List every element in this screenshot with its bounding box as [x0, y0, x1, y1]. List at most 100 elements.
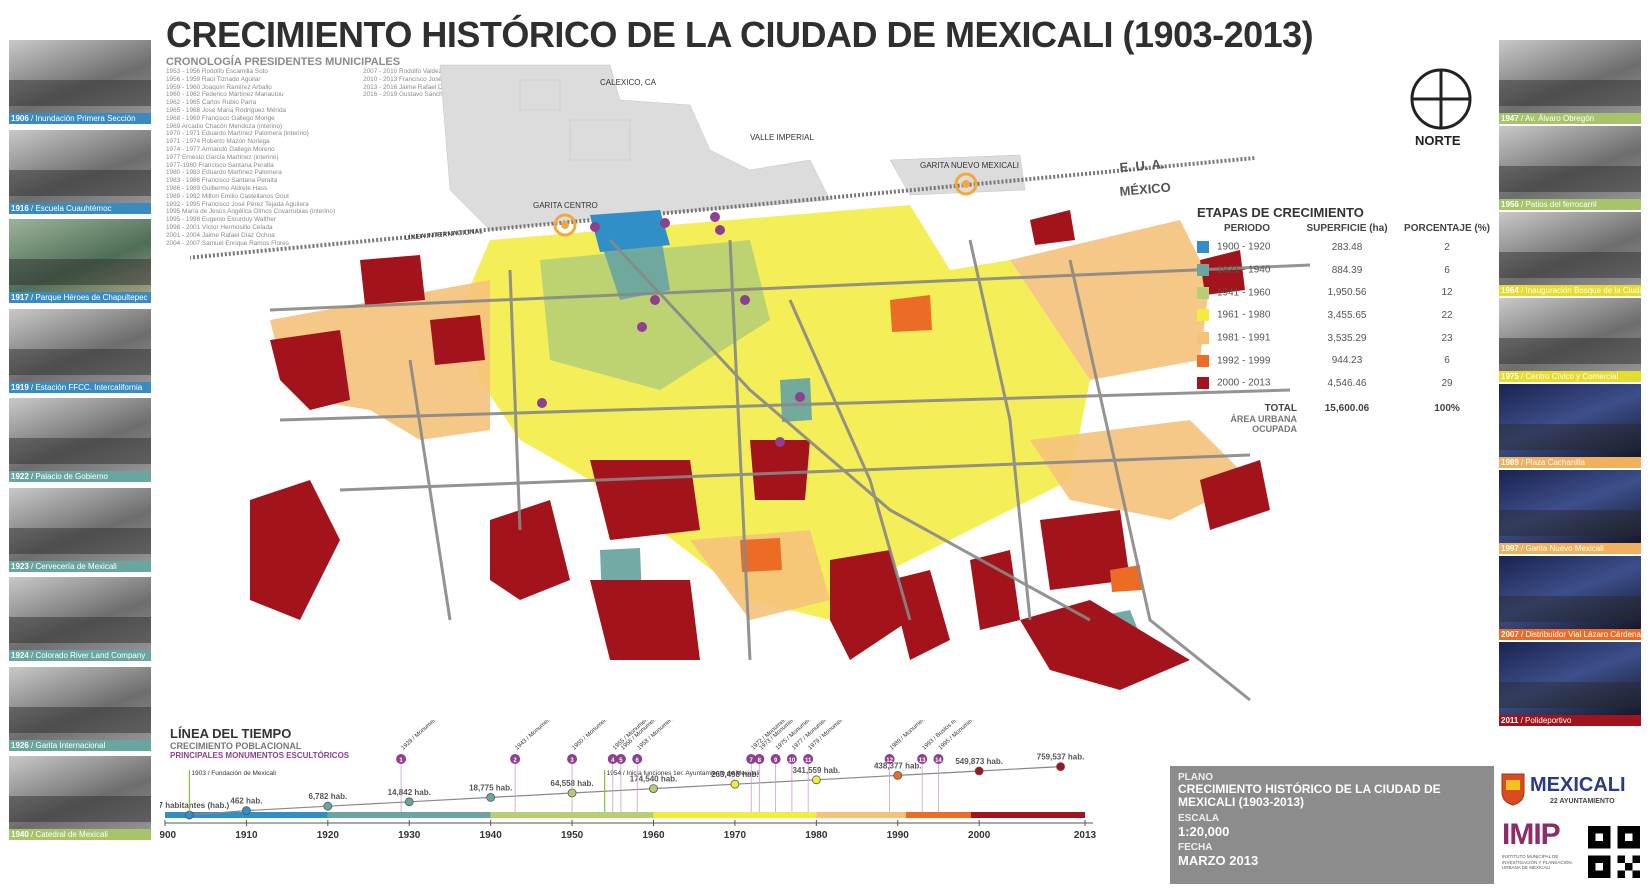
photo-year: 1940 [11, 830, 29, 839]
event-label: 1954 / Inicia funciones 1er. Ayuntamient… [607, 770, 760, 777]
legend-total-sub: ÁREA URBANA OCUPADA [1230, 413, 1297, 434]
timeline-period-bar [490, 812, 654, 818]
legend-period: 1992 - 1999 [1217, 355, 1271, 367]
presidents-list-2: 2007 - 2010 Rodolfo Valdez Gutiérrez 2010… [363, 68, 502, 247]
president-entry: 1962 - 1965 Carlos Rubio Parra [166, 99, 257, 107]
photo-scene [9, 169, 151, 196]
plano-value: CRECIMIENTO HISTÓRICO DE LA CIUDAD DE ME… [1178, 782, 1441, 809]
photo-caption: 1964 / Inauguración Bosque de la Ciudad [1499, 285, 1641, 296]
photo-caption-text: Inundación Primera Sección [35, 114, 136, 123]
timeline-title: LÍNEA DEL TIEMPO [170, 726, 292, 741]
legend-area: 4,546.46 [1327, 377, 1367, 389]
date-key: FECHA [1178, 842, 1213, 853]
photo-caption: 1926 / Garita Internacional [9, 739, 151, 751]
president-entry: 1977-1980 Francisco Santana Peralta [166, 161, 274, 169]
population-label: 14,842 hab. [388, 788, 431, 797]
population-point [486, 793, 496, 802]
photo-year: 1924 [11, 651, 29, 660]
president-entry: 1971 - 1974 Roberto Mazón Noriega [166, 138, 270, 146]
president-entry: 2013 - 2016 Jaime Rafael Díaz Ochoa [363, 83, 472, 91]
population-point [893, 771, 903, 780]
photo-caption: 1997 / Garita Nuevo Mexicali [1499, 543, 1641, 554]
legend-swatch [1197, 264, 1209, 277]
event-label: 1903 / Fundación de Mexicali [191, 770, 276, 777]
international-border [190, 156, 1256, 260]
monument-number: 2 [513, 758, 517, 764]
legend-pct: 2 [1444, 241, 1450, 253]
photo-year: 1916 [11, 203, 29, 213]
photo-scene [9, 438, 151, 464]
photo-scene [9, 796, 151, 822]
photo-scene [1499, 510, 1641, 536]
photo-scene [9, 617, 151, 643]
population-point [730, 779, 740, 789]
qr-code-icon [1588, 826, 1640, 878]
historic-photo: 2011 / Polideportivo [1499, 642, 1641, 726]
north-arrow-icon [1410, 68, 1472, 130]
photo-caption: 1989 / Plaza Cachanilla [1499, 457, 1641, 468]
monument-marker-icon [510, 754, 521, 764]
legend-swatch [1197, 354, 1209, 367]
population-label: 263,498 hab. [711, 770, 759, 779]
legend-row: 1921 - 1940 884.39 6 [1197, 259, 1497, 282]
monument-number: 6 [636, 758, 640, 764]
garita-centro-label: GARITA CENTRO [533, 201, 598, 210]
photo-year: 1956 [1501, 200, 1519, 209]
photo-year: 1964 [1501, 286, 1519, 295]
president-entry: 1998 - 2001 Víctor Hermosillo Celada [166, 223, 273, 231]
photo-caption: 1906 / Inundación Primera Sección [9, 113, 151, 124]
photo-year: 1917 [11, 293, 29, 302]
population-label: 462 hab. [230, 797, 262, 806]
monument-number: 12 [886, 758, 893, 764]
photo-caption-text: Parque Héroes de Chapultepec [35, 293, 148, 302]
president-entry: 1953 - 1956 Rodolfo Escamilla Soto [166, 68, 268, 75]
presidents-list-1: 1953 - 1956 Rodolfo Escamilla Soto 1956 -… [166, 68, 335, 247]
population-label: 759,537 hab. [1037, 753, 1085, 762]
photo-caption-text: Cervecería de Mexicali [35, 561, 117, 571]
timeline-subtitle-2: PRINCIPALES MONUMENTOS ESCULTÓRICOS [170, 751, 350, 760]
president-entry: 2004 - 2007 Samuel Enrique Ramos Flores [166, 239, 289, 247]
timeline-year-label: 1920 [317, 830, 340, 841]
linea-label: LÍNEA INTERNACIONAL [404, 226, 483, 242]
population-label: 438,377 hab. [874, 761, 922, 770]
mexico-label: MÉXICO [1119, 180, 1171, 199]
monument-marker-icon [770, 754, 781, 764]
historic-photo: 1923 / Cervecería de Mexicali [9, 487, 151, 572]
photo-scene [9, 259, 151, 285]
president-entry: 2007 - 2010 Rodolfo Valdez Gutiérrez [363, 68, 470, 75]
photo-caption-text: Distribuidor Vial Lázaro Cárdenas [1525, 630, 1641, 639]
monument-number: 8 [758, 758, 762, 764]
monument-number: 7 [750, 758, 754, 764]
legend-total-pct: 100% [1434, 402, 1460, 414]
legend-area: 3,535.29 [1327, 332, 1367, 344]
photo-caption-text: Plaza Cachanilla [1525, 458, 1586, 467]
left-photo-column: 1906 / Inundación Primera Sección 1916 / … [9, 40, 151, 840]
population-point [323, 801, 333, 811]
legend-swatch [1197, 309, 1209, 322]
legend-header-pct: PORCENTAJE (%) [1404, 222, 1490, 234]
photo-caption-text: Polideportivo [1525, 716, 1572, 725]
eua-label: E. U. A. [1119, 156, 1165, 175]
legend-header-period: PERIODO [1223, 222, 1271, 234]
president-entry: 1986 - 1989 Guillermo Aldrete Hass [166, 184, 268, 192]
president-entry: 1968 - 1969 Francisco Gallego Monge [166, 114, 275, 122]
legend-area: 944.23 [1331, 355, 1363, 367]
population-point [1056, 762, 1065, 771]
legend-title: ETAPAS DE CRECIMIENTO [1197, 205, 1364, 220]
timeline-year-label: 1930 [398, 830, 421, 841]
timeline-year-label: 2013 [1074, 830, 1097, 841]
timeline-period-bar [165, 812, 328, 818]
presidents-heading: CRONOLOGÍA PRESIDENTES MUNICIPALES [166, 56, 401, 68]
historic-photo: 1919 / Estación FFCC. Intercalifornia [9, 308, 151, 393]
legend-swatch [1197, 286, 1209, 299]
photo-scene [1499, 80, 1641, 106]
legend-period: 2000 - 2013 [1217, 378, 1271, 390]
historic-photo: 1947 / Av. Álvaro Obregón [1499, 40, 1641, 124]
legend-row: 1981 - 1991 3,535.29 23 [1197, 327, 1497, 350]
monument-marker-icon [933, 754, 944, 764]
photo-scene [9, 706, 151, 733]
timeline: 1900191019201930194019501960197019801990… [160, 720, 1097, 841]
president-entry: 1980 - 1983 Eduardo Martínez Palomera [166, 169, 282, 177]
timeline-year-label: 1990 [887, 830, 910, 841]
garita-centro-marker [553, 213, 577, 237]
